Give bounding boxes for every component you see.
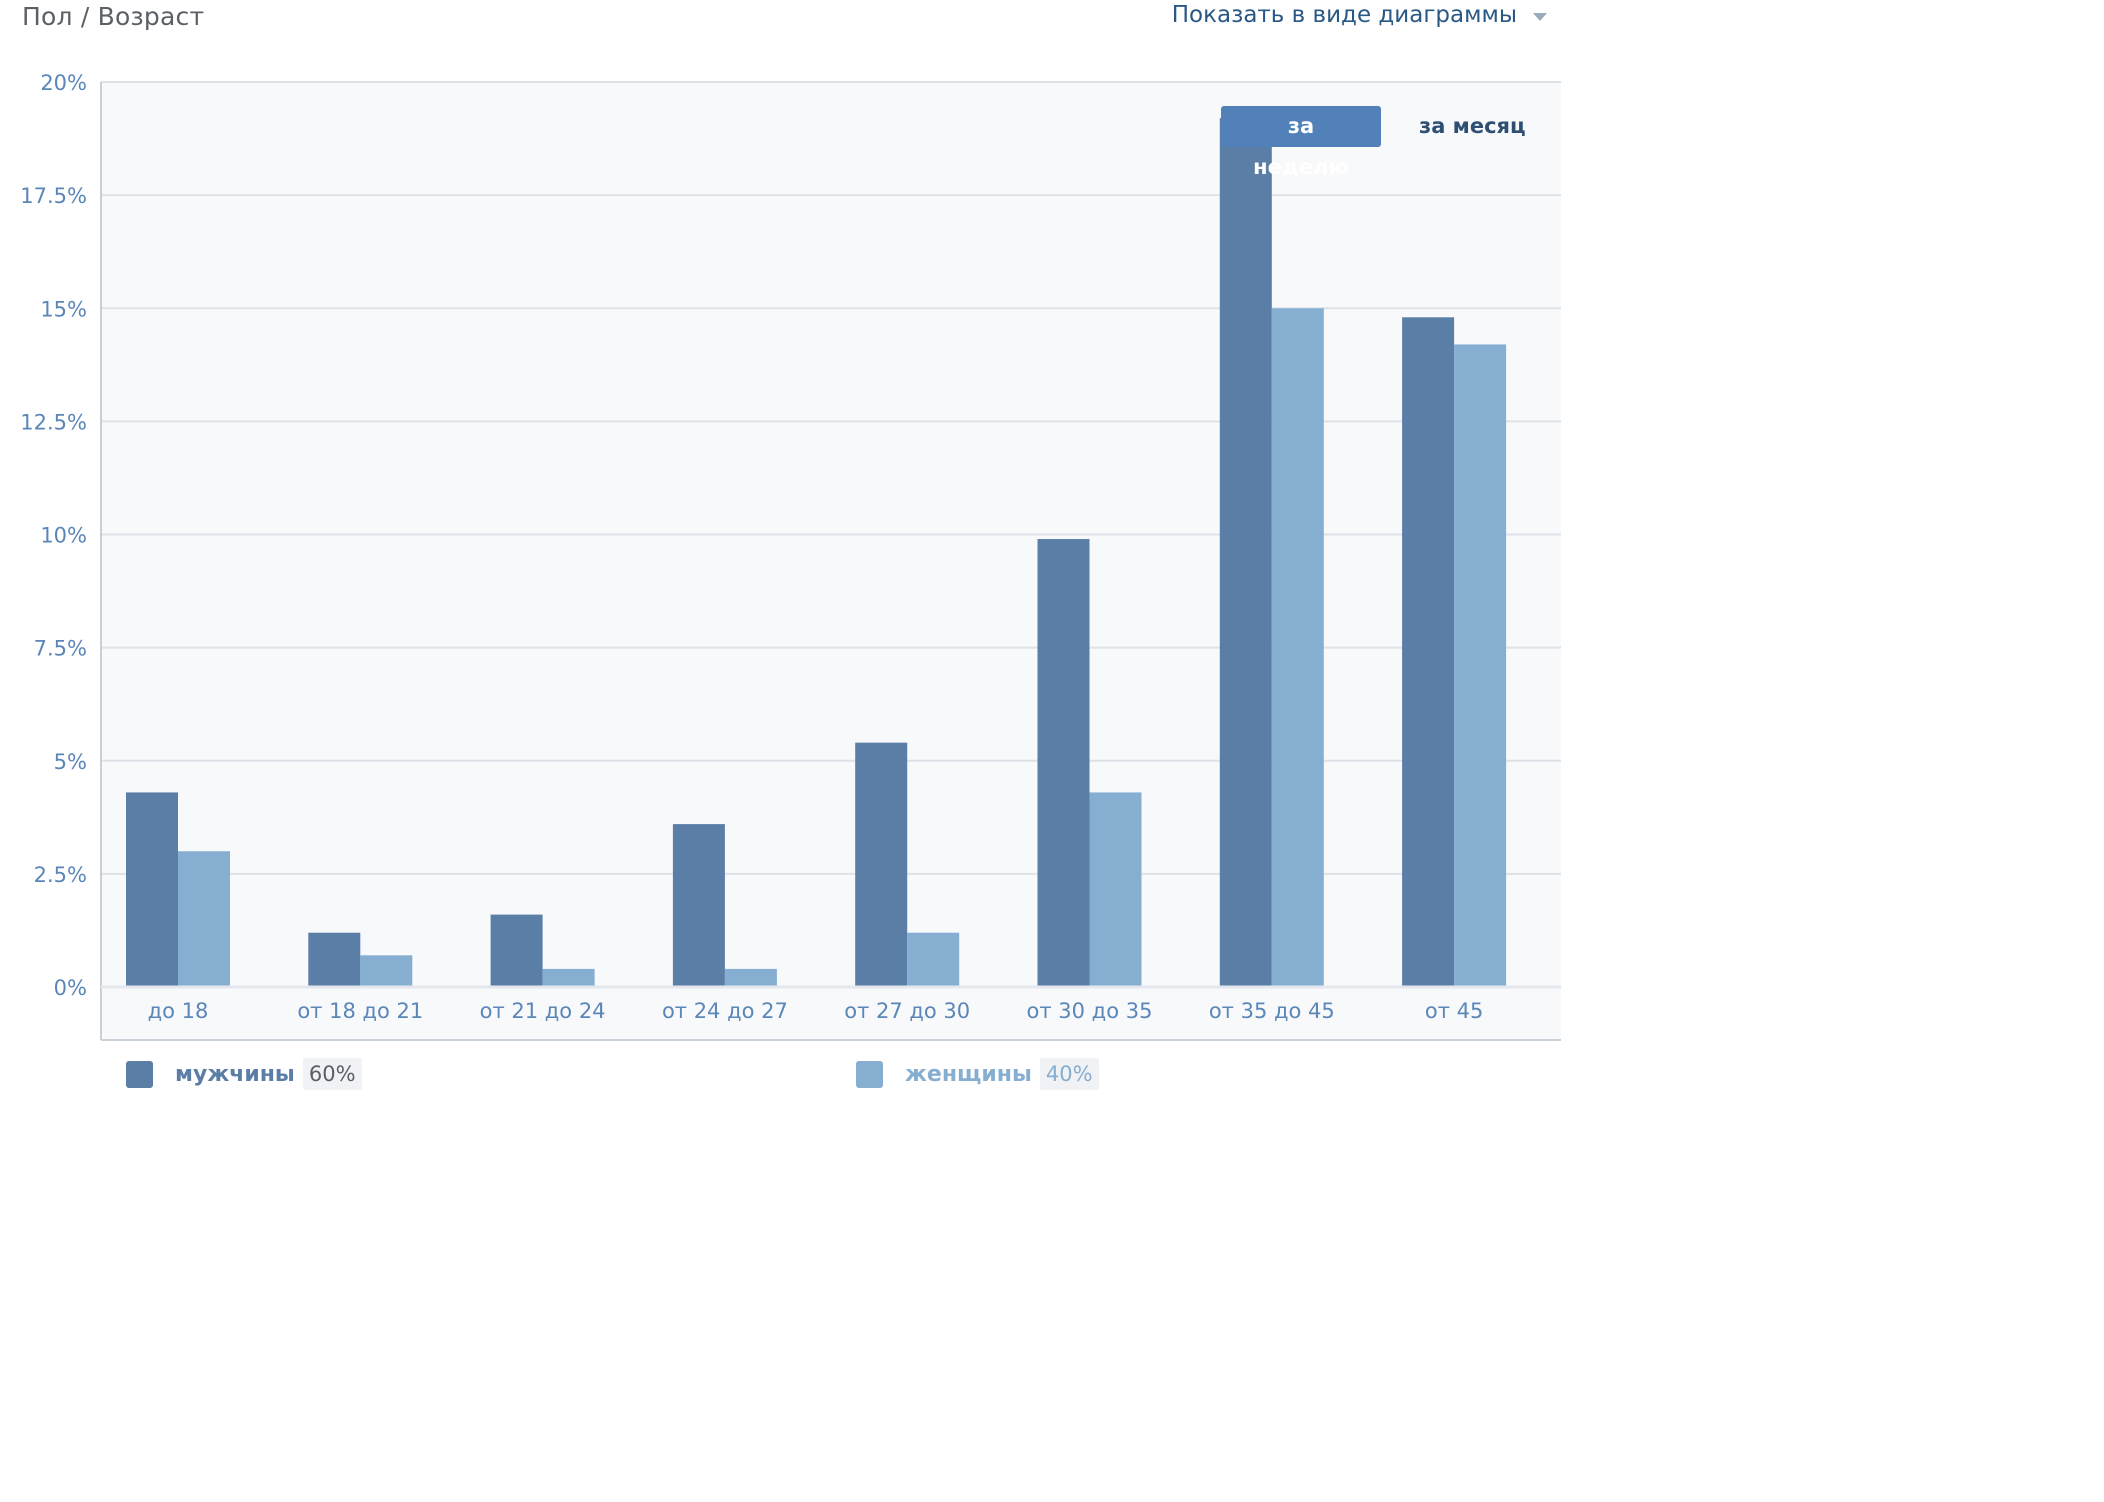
bar-women[interactable]: [360, 955, 413, 987]
x-tick-label: от 45: [1425, 999, 1483, 1023]
y-tick-label: 5%: [54, 750, 87, 774]
chart-view-toggle-label: Показать в виде диаграммы: [1171, 2, 1517, 28]
x-tick-label: от 18 до 21: [297, 999, 423, 1023]
x-tick-label: от 24 до 27: [662, 999, 788, 1023]
x-tick-label: до 18: [148, 999, 209, 1023]
legend-percent-men: 60%: [302, 1058, 362, 1090]
bar-men[interactable]: [1037, 539, 1090, 987]
bar-women[interactable]: [907, 932, 960, 987]
chart-legend: мужчины 60% женщины 40%: [0, 1058, 1561, 1098]
legend-swatch-men: [126, 1060, 153, 1088]
x-tick-label: от 30 до 35: [1027, 999, 1153, 1023]
legend-item-men[interactable]: мужчины 60%: [126, 1058, 362, 1090]
legend-item-women[interactable]: женщины 40%: [856, 1058, 1099, 1090]
y-tick-label: 0%: [54, 976, 87, 1000]
legend-percent-women: 40%: [1039, 1058, 1099, 1090]
plot-area: [101, 82, 1561, 1040]
bar-chart: 0% 2.5% 5% 7.5% 10% 12.5% 15% 17.5% 20% до 18 от …: [20, 71, 1561, 1041]
bar-women[interactable]: [1271, 308, 1324, 987]
x-tick-label: от 27 до 30: [844, 999, 970, 1023]
bar-women[interactable]: [1454, 344, 1507, 987]
period-week-button[interactable]: за неделю: [1221, 106, 1381, 179]
bar-men[interactable]: [308, 932, 361, 987]
x-tick-label: от 35 до 45: [1209, 999, 1335, 1023]
bar-men[interactable]: [1219, 118, 1272, 987]
y-tick-label: 2.5%: [34, 863, 87, 887]
page-title: Пол / Возраст: [22, 2, 205, 31]
bar-women[interactable]: [542, 968, 595, 987]
x-tick-label: от 21 до 24: [480, 999, 606, 1023]
legend-label-men: мужчины: [175, 1061, 295, 1087]
chart-view-toggle[interactable]: Показать в виде диаграммы: [1172, 2, 1547, 28]
y-tick-label: 10%: [40, 524, 87, 548]
bar-men[interactable]: [490, 914, 543, 987]
bar-women[interactable]: [178, 851, 230, 987]
period-month-button[interactable]: за месяц: [1419, 114, 1526, 138]
legend-label-women: женщины: [905, 1061, 1032, 1087]
bar-men[interactable]: [672, 824, 725, 987]
bar-women[interactable]: [1089, 792, 1142, 987]
y-tick-label: 12.5%: [20, 410, 87, 434]
bar-men[interactable]: [855, 742, 908, 987]
bar-women[interactable]: [724, 968, 777, 987]
period-switch: за неделю за месяц: [1221, 106, 1542, 179]
legend-swatch-women: [856, 1060, 883, 1088]
chevron-down-icon: [1533, 13, 1547, 21]
y-tick-label: 7.5%: [34, 637, 87, 661]
y-tick-label: 15%: [40, 297, 87, 321]
y-tick-label: 20%: [40, 71, 87, 95]
bar-men[interactable]: [1402, 317, 1455, 987]
bar-men[interactable]: [126, 792, 178, 987]
y-tick-label: 17.5%: [20, 184, 87, 208]
